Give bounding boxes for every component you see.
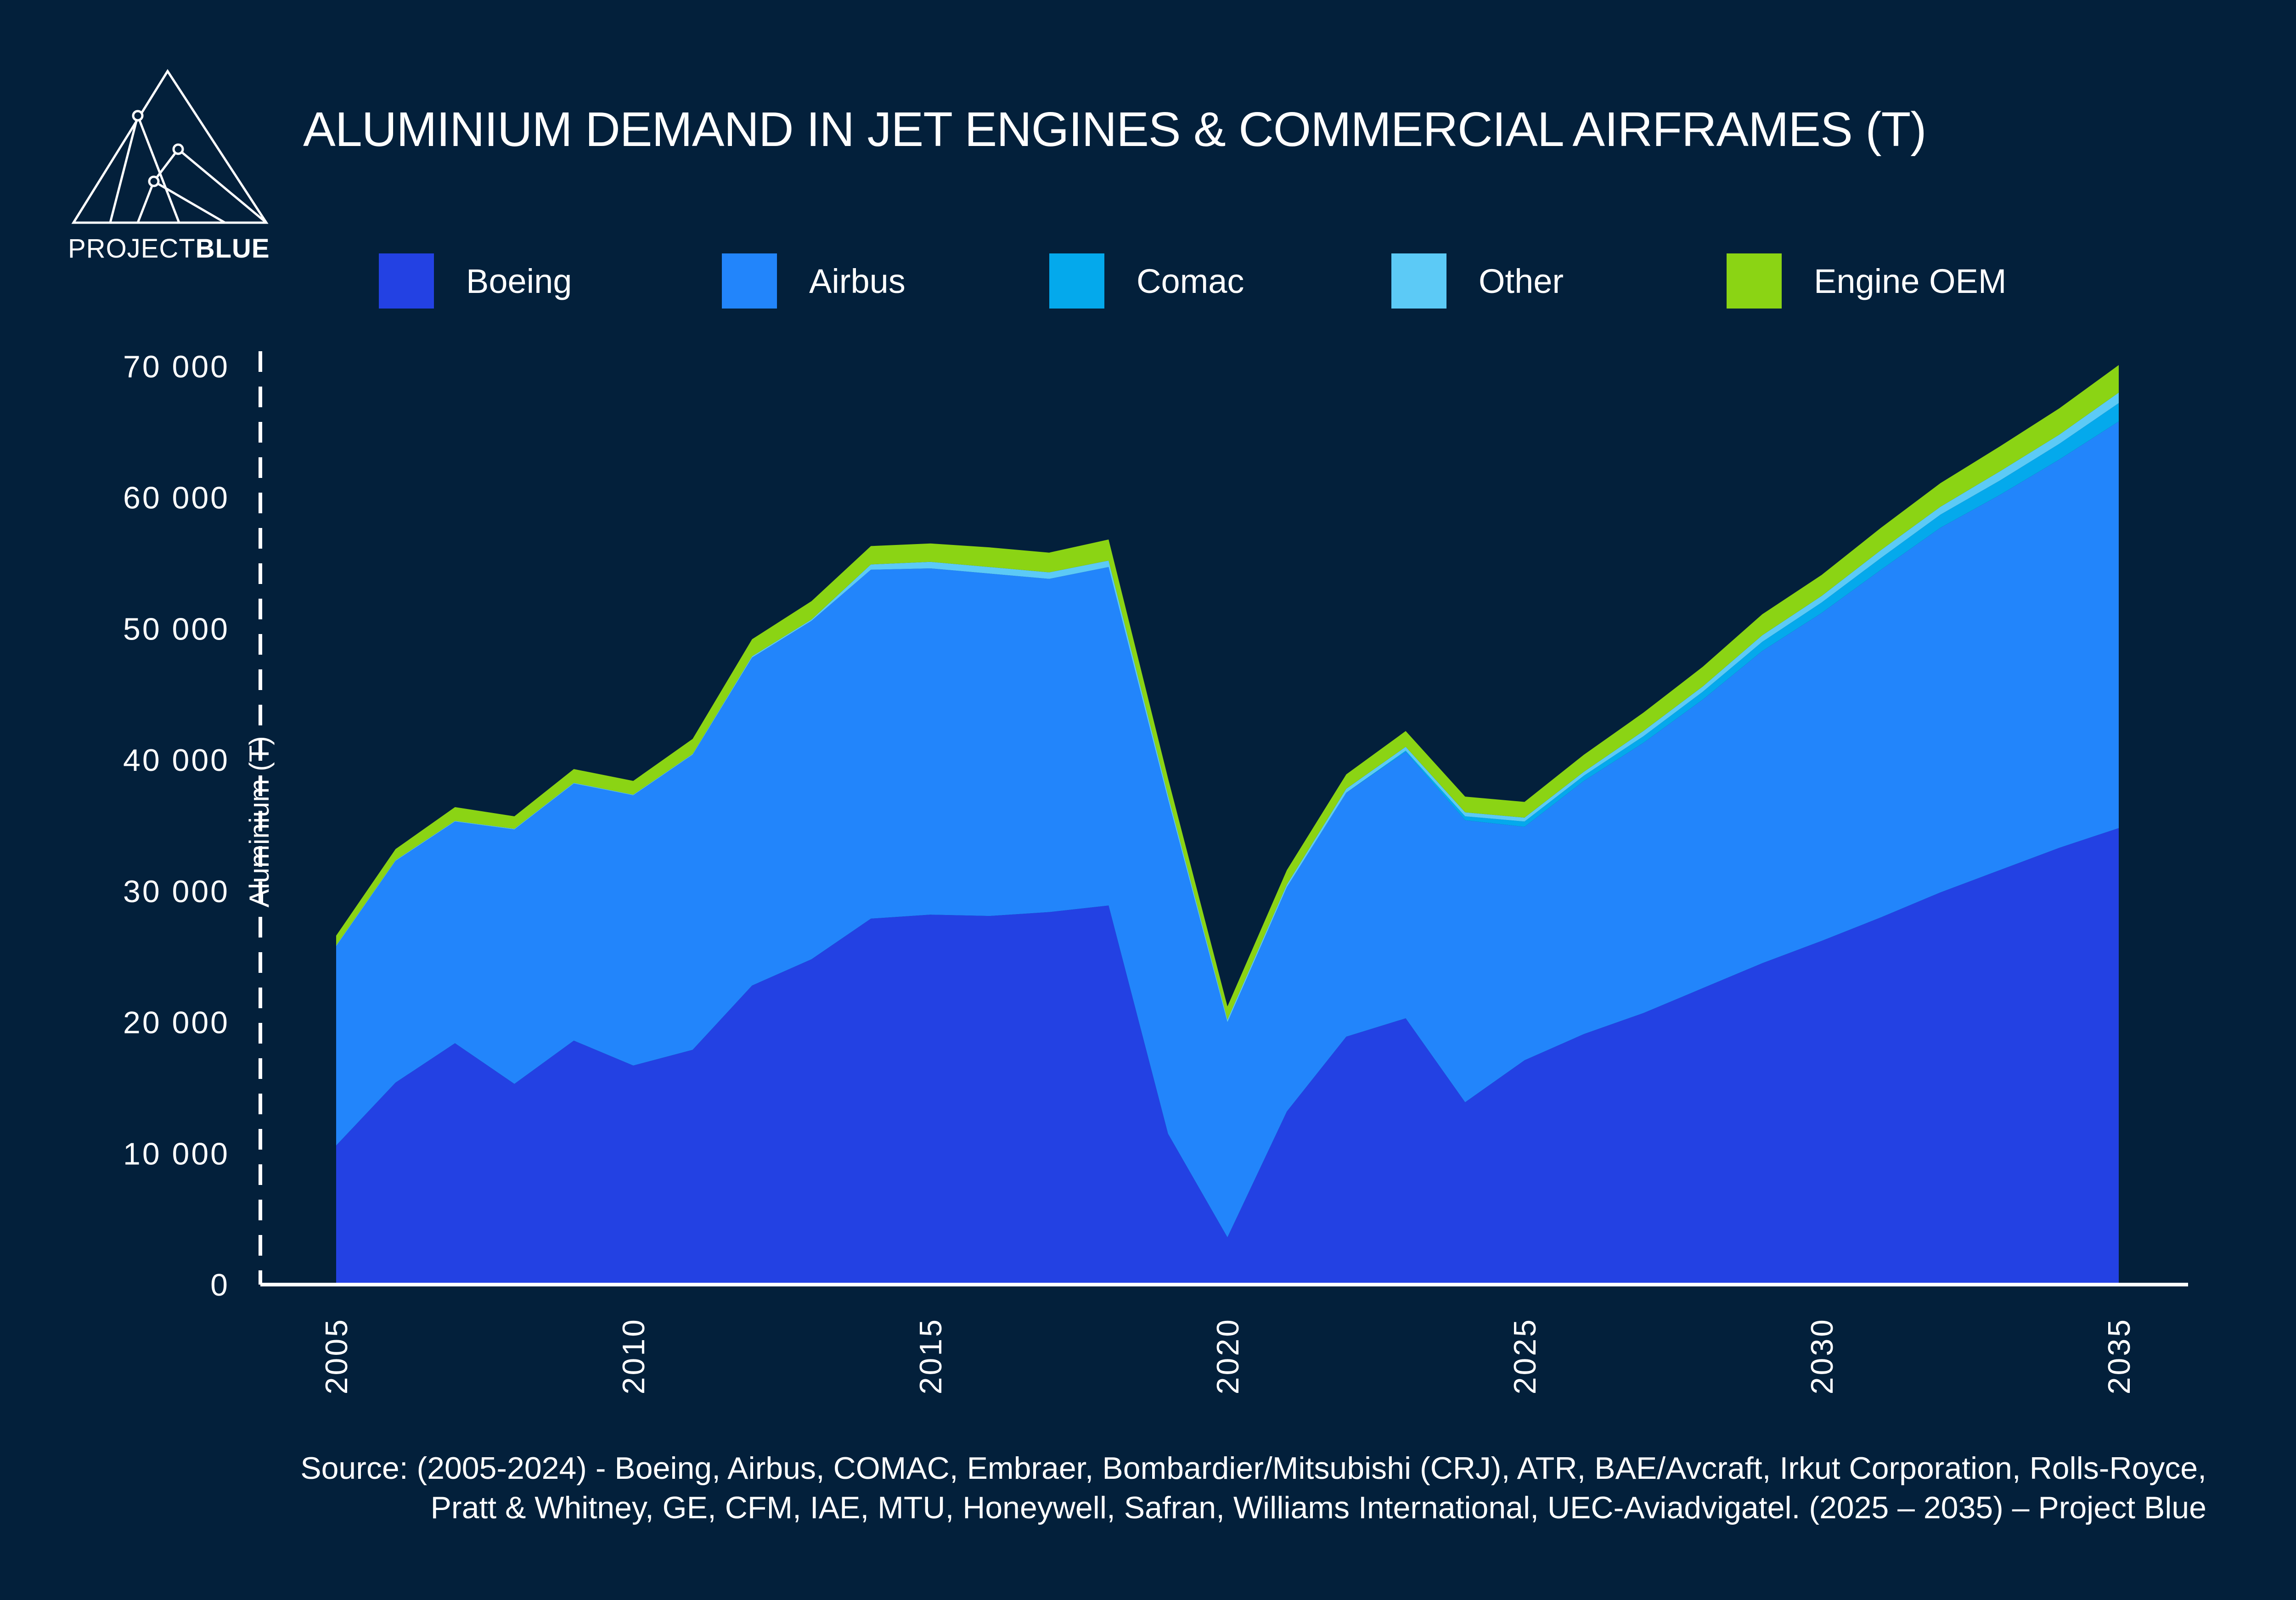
x-tick-label: 2030 — [1805, 1318, 1840, 1394]
legend-label-other: Other — [1479, 262, 1564, 300]
chart-title: ALUMINIUM DEMAND IN JET ENGINES & COMMER… — [303, 102, 1927, 157]
source-note: Source: (2005-2024) - Boeing, Airbus, CO… — [48, 1448, 2206, 1527]
y-tick-label: 30 000 — [123, 874, 230, 909]
legend-swatch-boeing — [379, 253, 434, 309]
y-axis-label: Aluminium (T) — [244, 736, 275, 907]
y-tick-label: 70 000 — [123, 349, 230, 384]
x-tick-label: 2020 — [1210, 1318, 1245, 1394]
area-series-boeing — [336, 828, 2119, 1285]
logo-text-light: PROJECT — [68, 234, 196, 264]
x-tick-labels: 2005 2010 2015 2020 2025 2030 2035 — [319, 1318, 2137, 1394]
legend-label-boeing: Boeing — [466, 262, 572, 300]
y-tick-label: 10 000 — [123, 1136, 230, 1171]
legend-item-boeing: Boeing — [379, 253, 572, 309]
x-tick-label: 2015 — [913, 1318, 948, 1394]
legend-item-engine-oem: Engine OEM — [1727, 253, 2007, 309]
legend-swatch-other — [1391, 253, 1446, 309]
y-tick-labels: 0 10 000 20 000 30 000 40 000 50 000 60 000 70 … — [123, 349, 230, 1302]
legend-swatch-comac — [1049, 253, 1104, 309]
legend-label-comac: Comac — [1137, 262, 1244, 300]
project-blue-logo-icon — [71, 69, 269, 224]
logo-text: PROJECTBLUE — [68, 233, 270, 264]
x-tick-label: 2035 — [2102, 1318, 2137, 1394]
y-tick-label: 60 000 — [123, 481, 230, 516]
y-tick-label: 20 000 — [123, 1005, 230, 1040]
legend-label-engine-oem: Engine OEM — [1814, 262, 2007, 300]
y-tick-label: 50 000 — [123, 612, 230, 646]
legend-swatch-airbus — [722, 253, 777, 309]
area-series-airbus — [336, 421, 2119, 1238]
source-line-2: Pratt & Whitney, GE, CFM, IAE, MTU, Hone… — [430, 1490, 2206, 1525]
y-tick-label: 0 — [210, 1268, 230, 1302]
legend-item-airbus: Airbus — [722, 253, 906, 309]
area-layers — [336, 365, 2119, 1285]
x-tick-label: 2025 — [1508, 1318, 1542, 1394]
legend-item-comac: Comac — [1049, 253, 1244, 309]
x-tick-label: 2010 — [616, 1318, 651, 1394]
source-line-1: Source: (2005-2024) - Boeing, Airbus, CO… — [300, 1451, 2206, 1486]
logo-text-bold: BLUE — [195, 234, 270, 264]
legend-item-other: Other — [1391, 253, 1564, 309]
x-tick-label: 2005 — [319, 1318, 354, 1394]
y-tick-label: 40 000 — [123, 743, 230, 778]
legend-swatch-engine-oem — [1727, 253, 1782, 309]
legend-label-airbus: Airbus — [809, 262, 906, 300]
